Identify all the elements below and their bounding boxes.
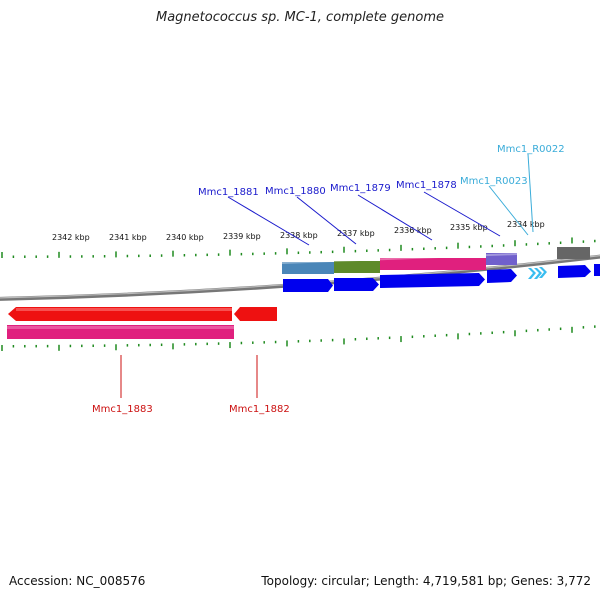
cds-arrow-mmc1-1881[interactable]	[283, 279, 333, 292]
gene-label-mmc1-r0023[interactable]: Mmc1_R0023	[460, 176, 528, 187]
accession-text: Accession: NC_008576	[9, 574, 146, 588]
rna-chevron-mmc1-r0022[interactable]	[534, 268, 542, 279]
cds-arrow-mmc1-1882[interactable]	[234, 307, 277, 321]
kbp-label: 2339 kbp	[223, 232, 261, 241]
minus-gene-leader-lines	[120, 355, 258, 398]
feature-block-mmc1-1879[interactable]	[380, 258, 486, 270]
plus-strand-tick-marks	[1, 237, 596, 258]
feature-block-highlight	[281, 253, 518, 264]
feature-block-mmc1-1878[interactable]	[486, 253, 517, 265]
leader-line-mmc1-r0022	[527, 153, 534, 233]
minus-strand-tick-marks	[1, 325, 596, 351]
kbp-labels: 2342 kbp 2341 kbp 2340 kbp 2339 kbp 2338…	[52, 220, 545, 242]
leader-line-mmc1-1880	[296, 196, 357, 245]
gene-label-mmc1-1880[interactable]: Mmc1_1880	[265, 186, 326, 197]
rna-labels: Mmc1_R0023 Mmc1_R0022	[460, 144, 565, 187]
feature-block-highlight	[7, 326, 234, 329]
leader-line-mmc1-1881	[227, 196, 310, 246]
plus-strand-cds-track	[283, 264, 600, 292]
kbp-label: 2341 kbp	[109, 233, 147, 242]
minus-strand-track	[7, 307, 277, 339]
kbp-label: 2334 kbp	[507, 220, 545, 229]
cds-arrow-mmc1-1878[interactable]	[487, 269, 517, 283]
rna-chevrons	[528, 267, 547, 279]
leader-line-mmc1-r0023	[488, 185, 529, 236]
genome-title: Magnetococcus sp. MC-1, complete genome	[155, 10, 445, 25]
cds-arrow-mmc1-1880[interactable]	[334, 278, 379, 291]
kbp-label: 2336 kbp	[394, 226, 432, 235]
feature-block-mmc1-1881[interactable]	[282, 262, 334, 274]
rna-chevron-mmc1-r0023[interactable]	[528, 268, 536, 279]
kbp-label: 2335 kbp	[450, 223, 488, 232]
minus-gene-labels: Mmc1_1883 Mmc1_1882	[92, 404, 290, 415]
kbp-label: 2342 kbp	[52, 233, 90, 242]
gene-label-mmc1-1881[interactable]: Mmc1_1881	[198, 187, 259, 198]
gene-label-mmc1-1882[interactable]: Mmc1_1882	[229, 404, 290, 415]
feature-block-unlabeled[interactable]	[557, 247, 590, 259]
gene-label-mmc1-1883[interactable]: Mmc1_1883	[92, 404, 153, 415]
cds-arrow-highlight	[16, 308, 232, 311]
gene-label-mmc1-1879[interactable]: Mmc1_1879	[330, 183, 391, 194]
leader-line-mmc1-1878	[423, 191, 501, 237]
rna-leader-lines	[488, 153, 534, 236]
kbp-label: 2340 kbp	[166, 233, 204, 242]
leader-line-mmc1-1879	[357, 194, 433, 241]
cds-arrow-unlabeled-1[interactable]	[558, 265, 591, 278]
rna-chevron-extra[interactable]	[539, 267, 547, 278]
plus-strand-feature-track	[281, 247, 590, 274]
plus-gene-labels: Mmc1_1881 Mmc1_1880 Mmc1_1879 Mmc1_1878	[198, 180, 457, 198]
feature-block-mmc1-1880[interactable]	[334, 261, 380, 273]
plus-gene-leader-lines	[227, 191, 501, 246]
cds-arrow-mmc1-1879[interactable]	[380, 273, 485, 288]
gene-label-mmc1-1878[interactable]: Mmc1_1878	[396, 180, 457, 191]
gene-label-mmc1-r0022[interactable]: Mmc1_R0022	[497, 144, 565, 155]
genome-summary-text: Topology: circular; Length: 4,719,581 bp…	[261, 574, 591, 588]
cds-arrow-unlabeled-2[interactable]	[594, 264, 600, 276]
kbp-label: 2338 kbp	[280, 231, 318, 240]
kbp-label: 2337 kbp	[337, 229, 375, 238]
